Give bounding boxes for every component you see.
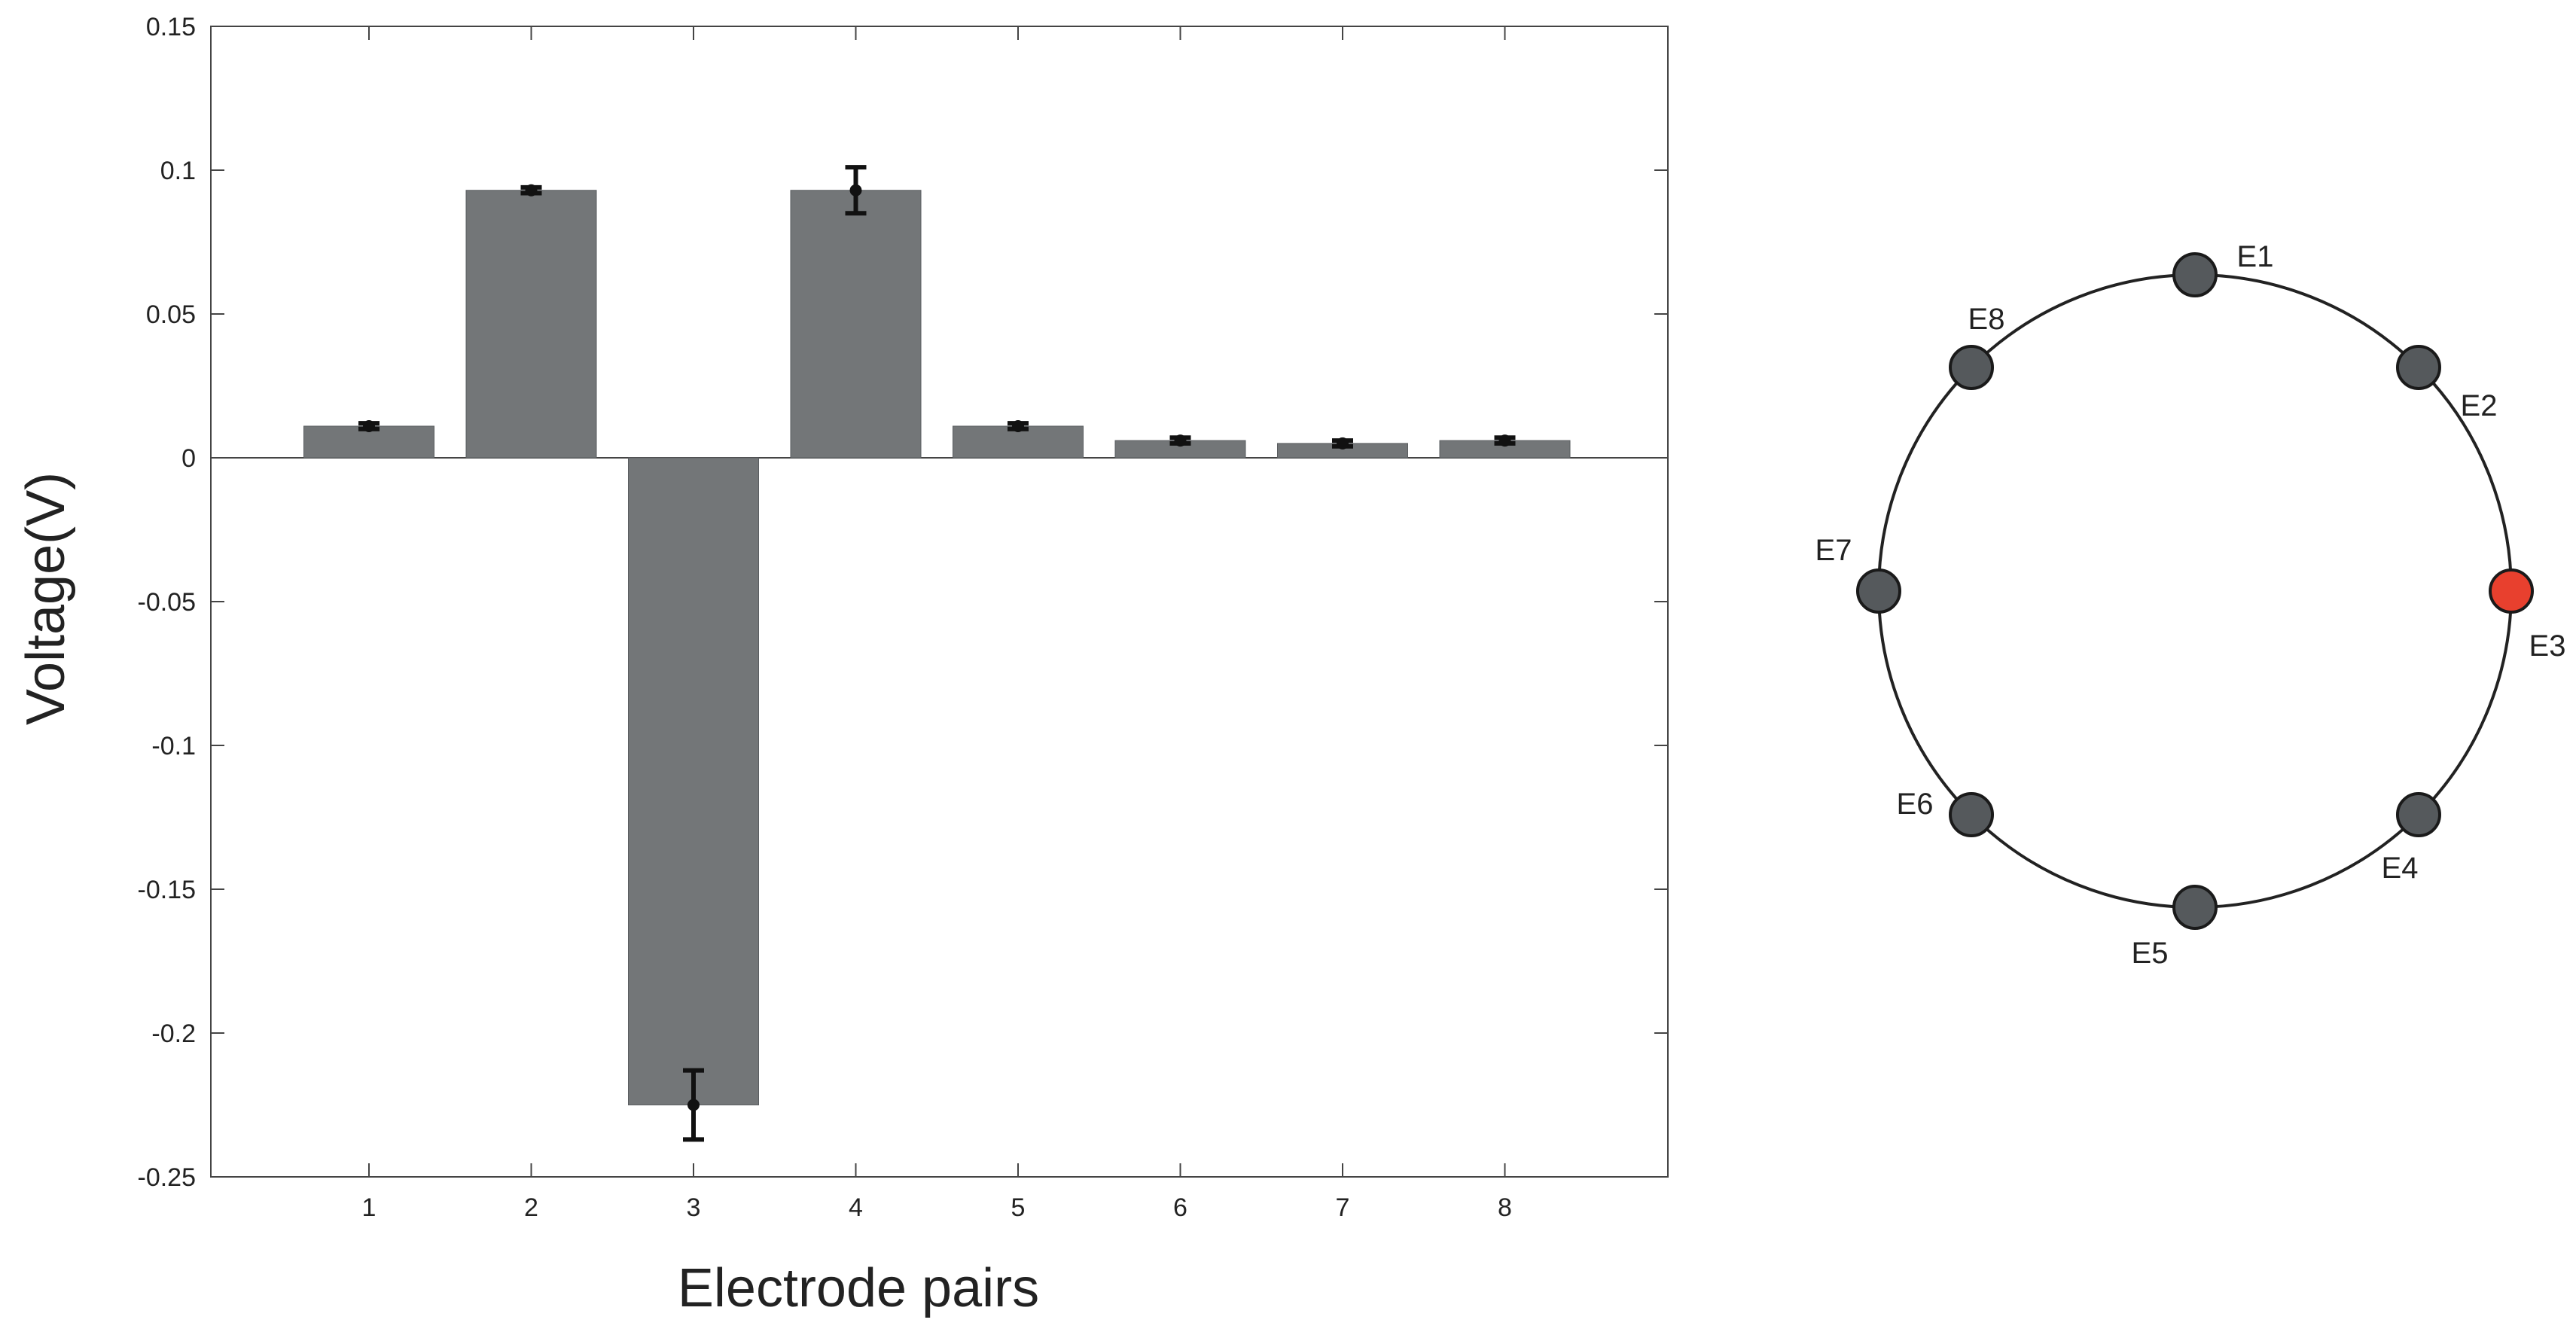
error-bar-8	[1494, 434, 1516, 447]
bar-3	[628, 457, 759, 1105]
x-tick-label: 2	[524, 1193, 538, 1222]
y-tick-label: 0.15	[146, 13, 196, 41]
error-bar-5	[1008, 419, 1029, 432]
electrode-dot	[1856, 568, 1901, 614]
electrode-dot	[2395, 345, 2441, 391]
electrode-label: E2	[2461, 389, 2498, 422]
bar-2	[465, 190, 597, 459]
y-ticks-group: 0.15 0.1 0.05 0 -0.05 -0.1 -0.15 -0.2 -0.25	[138, 13, 1668, 1192]
bars-group	[303, 190, 1571, 1105]
x-tick-label: 6	[1173, 1193, 1187, 1222]
electrode-label: E1	[2237, 240, 2274, 273]
electrode-e6: E6	[1897, 788, 1995, 837]
x-axis-label: Electrode pairs	[678, 1258, 1039, 1318]
x-ticks-group: 1 2 3 4 5 6 7 8	[362, 26, 1512, 1222]
error-bar-6	[1169, 434, 1191, 447]
y-tick-label: -0.15	[138, 876, 197, 904]
y-tick-label: -0.2	[151, 1019, 196, 1048]
x-tick-label: 8	[1498, 1193, 1512, 1222]
error-bar-2	[520, 184, 542, 197]
electrode-e2: E2	[2395, 345, 2498, 422]
electrode-label: E5	[2132, 937, 2169, 970]
x-tick-label: 5	[1011, 1193, 1026, 1222]
electrode-dot	[2395, 791, 2441, 837]
electrode-label: E6	[1897, 788, 1934, 821]
electrode-e4: E4	[2382, 791, 2441, 885]
x-tick-label: 1	[362, 1193, 376, 1222]
bar-4	[790, 190, 922, 459]
electrode-e1: E1	[2172, 240, 2274, 297]
error-bar-1	[358, 419, 380, 432]
y-tick-label: -0.05	[138, 588, 197, 617]
electrode-label: E4	[2382, 852, 2419, 885]
electrode-label: E3	[2529, 629, 2566, 663]
x-tick-label: 7	[1336, 1193, 1350, 1222]
electrode-dot	[1949, 791, 1995, 837]
error-bars-group	[358, 165, 1516, 1142]
electrode-dot	[1949, 345, 1995, 391]
electrode-dot	[2172, 885, 2218, 930]
electrodes-group: E1 E2 E3 E4 E5 E6 E7 E8	[1815, 240, 2566, 970]
electrode-e3: E3	[2489, 568, 2566, 663]
y-tick-label: 0	[181, 444, 196, 473]
y-tick-label: 0.1	[160, 157, 196, 185]
electrode-label: E7	[1815, 534, 1852, 567]
error-bar-4	[845, 165, 867, 216]
error-bar-7	[1332, 437, 1353, 450]
electrode-label: E8	[1968, 303, 2005, 336]
error-bar-3	[683, 1068, 704, 1142]
x-tick-label: 4	[849, 1193, 863, 1222]
electrode-e8: E8	[1949, 303, 2005, 391]
electrode-e5: E5	[2132, 885, 2218, 970]
y-axis-label: Voltage(V)	[16, 472, 76, 725]
y-tick-label: 0.05	[146, 300, 196, 329]
y-tick-label: -0.25	[138, 1163, 197, 1192]
y-tick-label: -0.1	[151, 732, 196, 760]
electrode-dot	[2489, 568, 2534, 614]
x-tick-label: 3	[687, 1193, 701, 1222]
electrode-dot	[2172, 252, 2218, 297]
electrode-e7: E7	[1815, 534, 1901, 614]
